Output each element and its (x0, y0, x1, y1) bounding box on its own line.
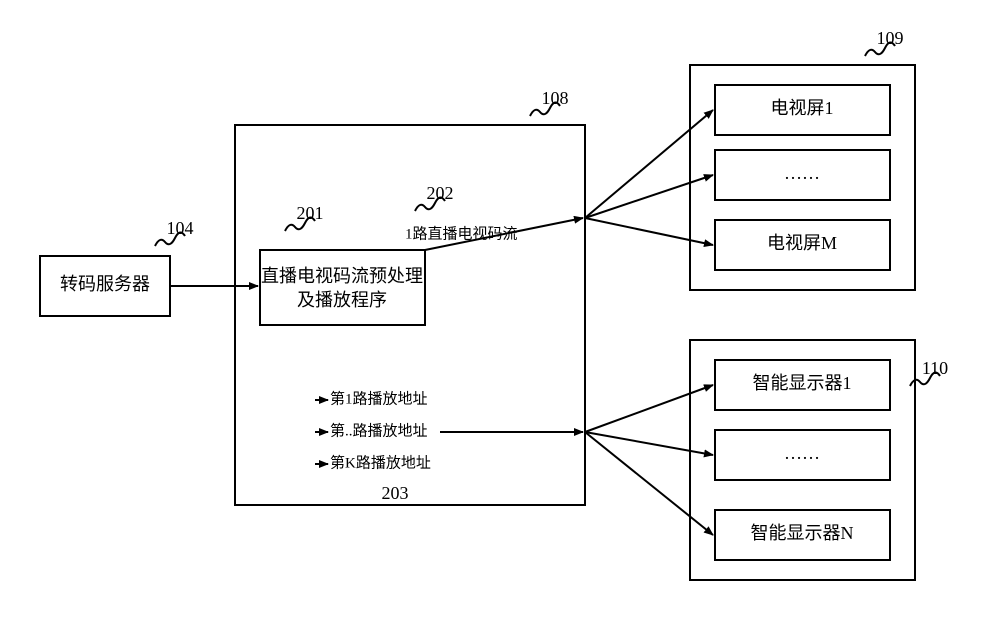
ref-109: 109 (877, 28, 904, 48)
addrK-label: 第K路播放地址 (330, 453, 431, 471)
smartN-label: 智能显示器N (751, 523, 854, 543)
processor-inner-label-2: 及播放程序 (297, 290, 387, 310)
ref-110: 110 (922, 358, 948, 378)
transcoder-label: 转码服务器 (60, 274, 150, 294)
tvM-label: 电视屏M (767, 233, 837, 253)
smart-dots-label: …… (784, 443, 820, 463)
addr2-label: 第..路播放地址 (330, 421, 428, 439)
processor-inner-label-1: 直播电视码流预处理 (261, 266, 423, 286)
addr1-label: 第1路播放地址 (330, 389, 428, 407)
ref-201: 201 (297, 203, 324, 223)
tv1-label: 电视屏1 (771, 98, 834, 118)
processor-inner-box (260, 250, 425, 325)
ref-203: 203 (382, 483, 409, 503)
smart1-label: 智能显示器1 (753, 373, 852, 393)
ref-108: 108 (542, 88, 569, 108)
ref-202: 202 (427, 183, 454, 203)
tv-dots-label: …… (784, 163, 820, 183)
ref-104: 104 (167, 218, 194, 238)
